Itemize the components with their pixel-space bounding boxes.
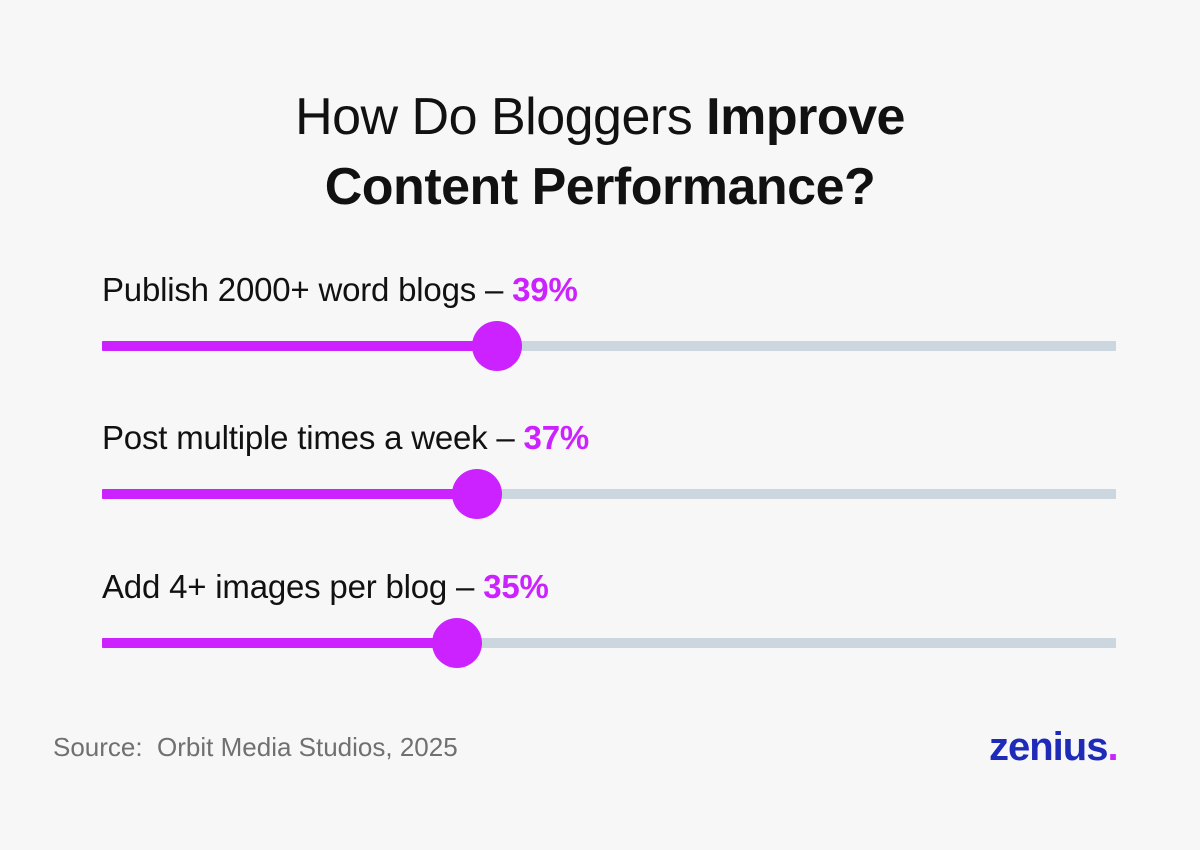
bar-category-label: Post multiple times a week [102,419,488,456]
source-note: Source: Orbit Media Studios, 2025 [53,732,458,762]
bar-chart: Publish 2000+ word blogs – 39% Post multi… [102,0,1116,700]
bar-row: Publish 2000+ word blogs – 39% [102,268,1116,378]
bar-track [102,469,1116,519]
bar-value-marker [472,321,522,371]
bar-category-label: Add 4+ images per blog [102,568,448,605]
bar-label: Add 4+ images per blog – 35% [102,565,549,609]
bar-track [102,321,1116,371]
bar-value-label: 39% [512,271,578,308]
bar-track [102,618,1116,668]
zenius-logo: zenius. [989,722,1119,772]
chart-title: How Do Bloggers Improve Content Performa… [0,82,1200,222]
bar-label: Publish 2000+ word blogs – 39% [102,268,578,312]
bar-category-label: Publish 2000+ word blogs [102,271,477,308]
logo-dot: . [1107,725,1118,769]
bar-fill [102,638,457,648]
bar-value-marker [432,618,482,668]
bar-value-label: 35% [483,568,549,605]
bar-separator: – [447,568,484,605]
title-regular: How Do Bloggers [295,88,707,146]
bar-row: Add 4+ images per blog – 35% [102,565,1116,675]
title-bold-line-1: Improve [706,88,905,146]
bar-label: Post multiple times a week – 37% [102,416,589,460]
bar-value-label: 37% [523,419,590,456]
bar-value-marker [452,469,502,519]
logo-text: zenius [989,725,1108,769]
bar-fill [102,341,497,351]
bar-separator: – [476,271,513,308]
bar-separator: – [487,419,524,456]
bar-row: Post multiple times a week – 37% [102,416,1116,526]
bar-fill [102,489,477,499]
title-bold-line-2: Content Performance? [324,158,876,216]
